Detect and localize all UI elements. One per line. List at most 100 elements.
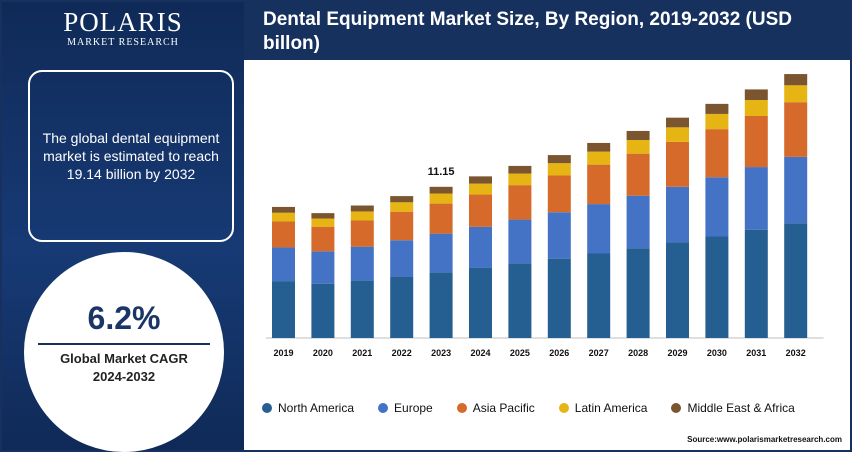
bar-north-america-2032 bbox=[784, 223, 808, 338]
bar-asia-pacific-2029 bbox=[666, 141, 689, 187]
bar-europe-2032 bbox=[784, 156, 808, 224]
legend-swatch bbox=[558, 403, 569, 413]
bar-north-america-2022 bbox=[390, 276, 414, 338]
bar-latin-america-2025 bbox=[508, 173, 532, 186]
legend-swatch bbox=[262, 403, 272, 413]
bar-asia-pacific-2023 bbox=[429, 203, 453, 234]
bar-europe-2023 bbox=[429, 233, 453, 273]
stacked-bar-chart: 2019 2020 2021 2022 2023 11.15 2024 2025 2026 202… bbox=[266, 74, 824, 358]
bar-latin-america-2024 bbox=[469, 183, 492, 195]
cagr-label: Global Market CAGR 2024-2032 bbox=[24, 350, 224, 386]
x-tick-label-2031: 2031 bbox=[746, 348, 766, 358]
x-tick-label-2019: 2019 bbox=[273, 348, 293, 358]
bar-europe-2024 bbox=[469, 226, 492, 268]
bar-latin-america-2026 bbox=[547, 163, 571, 176]
bar-europe-2029 bbox=[666, 186, 689, 243]
bar-north-america-2023 bbox=[429, 272, 453, 338]
source-note: Source:www.polarismarketresearch.com bbox=[687, 435, 842, 444]
legend-swatch bbox=[456, 403, 467, 413]
x-tick-label-2022: 2022 bbox=[392, 348, 412, 358]
x-tick-label-2023: 2023 bbox=[431, 348, 451, 358]
cagr-value: 6.2% bbox=[87, 300, 161, 336]
bar-latin-america-2030 bbox=[705, 113, 729, 130]
cagr-circle bbox=[24, 252, 224, 452]
x-tick-label-2032: 2032 bbox=[786, 348, 806, 358]
bar-middle-east-africa-2021 bbox=[350, 205, 374, 212]
bar-middle-east-africa-2020 bbox=[311, 213, 335, 219]
bar-middle-east-africa-2023 bbox=[429, 186, 453, 194]
bar-north-america-2030 bbox=[705, 236, 729, 338]
bar-north-america-2024 bbox=[469, 267, 492, 338]
bar-asia-pacific-2019 bbox=[272, 221, 295, 248]
bar-latin-america-2027 bbox=[587, 151, 611, 165]
data-label-2023: 11.15 bbox=[428, 166, 455, 178]
bar-north-america-2028 bbox=[626, 248, 650, 338]
bar-asia-pacific-2025 bbox=[508, 185, 532, 220]
bar-middle-east-africa-2027 bbox=[587, 142, 611, 152]
bar-asia-pacific-2031 bbox=[744, 115, 768, 168]
bar-north-america-2025 bbox=[508, 263, 532, 338]
bar-latin-america-2023 bbox=[429, 193, 453, 204]
bar-north-america-2031 bbox=[744, 229, 768, 338]
bar-middle-east-africa-2029 bbox=[666, 117, 689, 128]
bar-asia-pacific-2027 bbox=[587, 164, 611, 205]
bar-latin-america-2019 bbox=[272, 212, 295, 222]
bar-europe-2021 bbox=[350, 246, 374, 281]
chart-title: Dental Equipment Market Size, By Region,… bbox=[263, 9, 792, 54]
bar-europe-2020 bbox=[311, 251, 335, 284]
legend-item-middle-east-africa: Middle East & Africa bbox=[671, 401, 795, 415]
bar-latin-america-2032 bbox=[784, 85, 808, 103]
legend-item-europe: Europe bbox=[378, 401, 433, 415]
x-tick-label-2030: 2030 bbox=[707, 348, 727, 358]
bar-latin-america-2031 bbox=[744, 99, 768, 116]
bar-asia-pacific-2032 bbox=[784, 102, 808, 157]
bar-asia-pacific-2026 bbox=[547, 175, 571, 213]
logo-sub-text: MARKET RESEARCH bbox=[67, 37, 179, 48]
bar-latin-america-2020 bbox=[311, 218, 335, 227]
legend-swatch bbox=[378, 403, 389, 413]
bar-asia-pacific-2028 bbox=[626, 153, 650, 196]
x-tick-label-2021: 2021 bbox=[352, 348, 372, 358]
bar-north-america-2029 bbox=[666, 242, 689, 338]
legend-label: Europe bbox=[394, 401, 433, 415]
bar-latin-america-2028 bbox=[626, 139, 650, 154]
x-tick-label-2026: 2026 bbox=[549, 348, 569, 358]
bar-europe-2031 bbox=[744, 167, 768, 230]
logo-main-text: POLARIS bbox=[63, 7, 183, 37]
bar-middle-east-africa-2030 bbox=[705, 103, 729, 114]
bar-middle-east-africa-2019 bbox=[272, 206, 295, 213]
bar-latin-america-2021 bbox=[350, 211, 374, 221]
x-tick-label-2027: 2027 bbox=[589, 348, 609, 358]
bar-europe-2022 bbox=[390, 240, 414, 277]
bar-north-america-2020 bbox=[311, 283, 335, 338]
bar-north-america-2019 bbox=[272, 281, 295, 338]
bar-north-america-2021 bbox=[350, 280, 374, 338]
x-tick-label-2028: 2028 bbox=[628, 348, 648, 358]
polaris-logo: POLARIS MARKET RESEARCH bbox=[58, 8, 188, 54]
x-tick-label-2024: 2024 bbox=[470, 348, 490, 358]
bar-europe-2026 bbox=[547, 212, 571, 259]
cagr-label-line1: Global Market CAGR bbox=[60, 351, 188, 366]
market-summary-text: The global dental equipment market is es… bbox=[42, 130, 220, 182]
bar-north-america-2026 bbox=[547, 258, 571, 338]
bar-asia-pacific-2022 bbox=[390, 211, 414, 241]
bar-asia-pacific-2030 bbox=[705, 129, 729, 178]
bar-middle-east-africa-2024 bbox=[469, 176, 492, 184]
legend-item-north-america: North America bbox=[262, 401, 354, 415]
bar-latin-america-2022 bbox=[390, 202, 414, 212]
bar-europe-2030 bbox=[705, 177, 729, 237]
legend-swatch bbox=[671, 403, 682, 413]
legend-item-latin-america: Latin America bbox=[558, 401, 647, 415]
bar-europe-2019 bbox=[272, 247, 295, 282]
bar-europe-2028 bbox=[626, 195, 650, 249]
bar-europe-2025 bbox=[508, 219, 532, 264]
bar-middle-east-africa-2026 bbox=[547, 155, 571, 164]
bar-middle-east-africa-2032 bbox=[784, 74, 808, 86]
legend-label: North America bbox=[278, 401, 355, 415]
market-summary-box: The global dental equipment market is es… bbox=[28, 70, 234, 242]
x-tick-label-2020: 2020 bbox=[313, 348, 333, 358]
legend-label: Asia Pacific bbox=[472, 401, 535, 415]
bar-asia-pacific-2020 bbox=[311, 226, 335, 252]
bar-latin-america-2029 bbox=[666, 127, 689, 142]
chart-legend: North America Europe Asia Pacific Latin Ame… bbox=[262, 400, 832, 416]
